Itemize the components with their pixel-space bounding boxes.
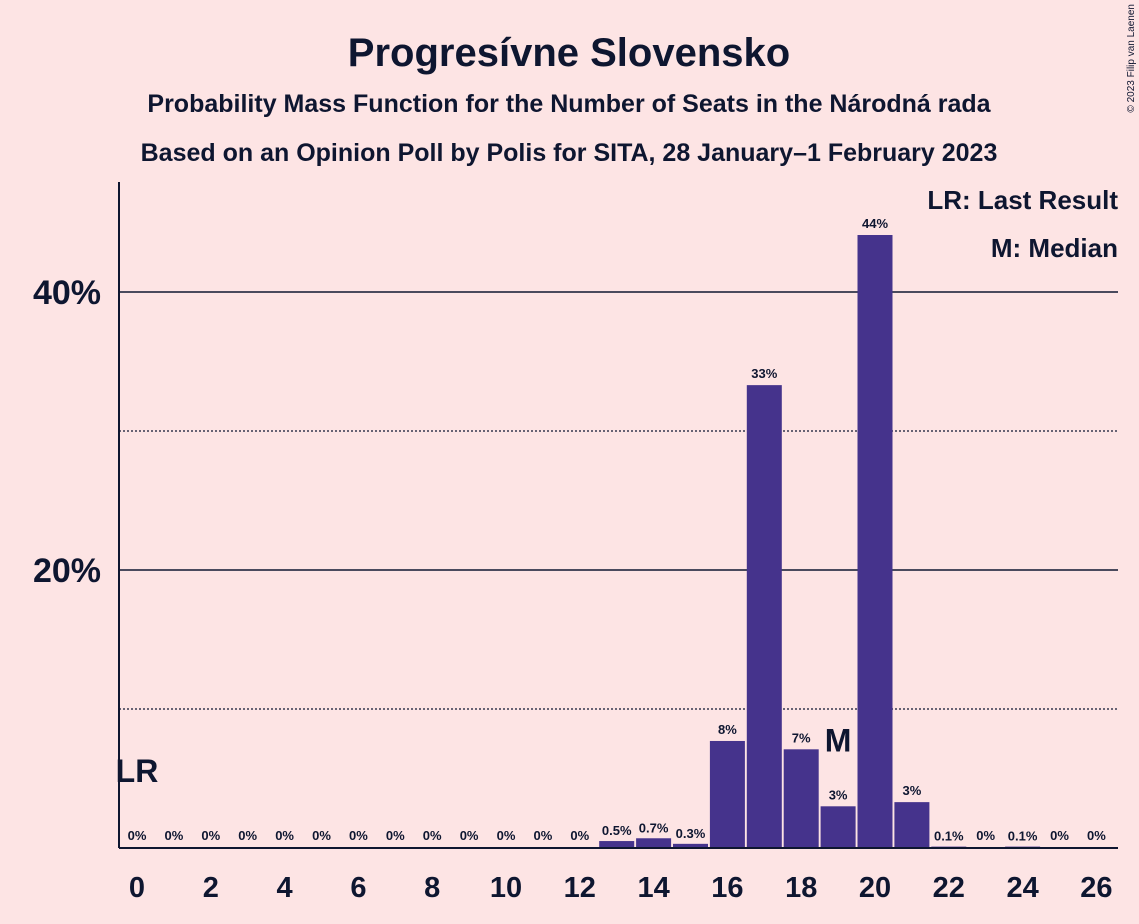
bar-value-label: 0% [128,828,147,843]
bar [894,802,930,848]
x-tick-label: 22 [933,872,965,904]
bar-value-label-halo: 0% [201,828,220,843]
chart-subtitle-2: Based on an Opinion Poll by Polis for SI… [141,139,998,167]
x-tick-label: 24 [1006,872,1038,904]
bar-value-label: 0.3% [676,826,706,841]
bar [857,235,893,848]
chart-title: Progresívne Slovensko [348,31,790,75]
legend-last-result: LR: Last Result [927,185,1118,215]
bar [599,841,635,848]
bar-value-label-halo: 0% [386,828,405,843]
bar-value-label: 3% [829,787,848,802]
bar-value-label: 0% [275,828,294,843]
bar-value-label: 44% [862,216,888,231]
bar [783,749,819,848]
bar-value-label: 0% [570,828,589,843]
bar-value-label: 0% [1087,828,1106,843]
bar-value-label-halo: 33% [751,366,777,381]
bar-value-label-halo: 3% [829,787,848,802]
bar-value-label-halo: 0.3% [676,826,706,841]
median-marker: M [825,722,852,758]
bar [636,838,672,848]
bar [746,385,782,848]
bar-value-label-halo: 0% [312,828,331,843]
x-tick-label: 0 [129,872,145,904]
bar [709,740,745,848]
bar-value-label: 0% [534,828,553,843]
bar-value-label: 0% [201,828,220,843]
chart-subtitle: Probability Mass Function for the Number… [147,90,991,118]
x-tick-label: 26 [1080,872,1112,904]
x-tick-label: 18 [785,872,817,904]
bar-value-label-halo: 0% [128,828,147,843]
bar-value-label-halo: 8% [718,722,737,737]
markers: LR M [116,722,852,789]
bar [673,843,708,848]
copyright-text: © 2023 Filip van Laenen [1126,4,1137,113]
bar-value-label-halo: 0.5% [602,823,632,838]
axes: 20%40%0 2 4 6 8 10 12 14 16 18 20 22 24 26 [33,182,1118,904]
bar-value-label: 0% [1050,828,1069,843]
bar-value-label-halo: 7% [792,730,811,745]
legend-median: M: Median [991,233,1118,263]
y-tick-label: 20% [33,552,101,590]
x-tick-label: 12 [564,872,596,904]
bar-value-label: 8% [718,722,737,737]
bar-value-label: 33% [751,366,777,381]
last-result-marker: LR [116,753,159,789]
bar-value-label-halo: 0% [423,828,442,843]
bars [599,235,1041,848]
bar-value-label-halo: 44% [862,216,888,231]
bar-value-label-halo: 3% [903,783,922,798]
bar-value-label-halo: 0.1% [1008,829,1038,844]
bar-value-label-halo: 0% [238,828,257,843]
bar-value-label-halo: 0% [976,828,995,843]
bar-value-label: 0% [386,828,405,843]
bar-value-label-halo: 0% [570,828,589,843]
bar-labels: 0%0% 0%0% 0%0% 0%0% 0%0% 0%0% 0%0% 0%0% 0%0% 0%0%… [126,215,1108,846]
bar-value-label: 0.1% [1008,829,1038,844]
bar-value-label: 0% [976,828,995,843]
bar-value-label: 0.7% [639,820,669,835]
bar-value-label-halo: 0% [1050,828,1069,843]
bar [820,806,856,848]
x-tick-label: 14 [637,872,669,904]
gridlines [119,291,1118,710]
bar-value-label-halo: 0% [165,828,184,843]
bar-value-label-halo: 0% [534,828,553,843]
bar-value-label-halo: 0% [497,828,516,843]
bar-value-label-halo: 0% [1087,828,1106,843]
bar-value-label: 0% [497,828,516,843]
x-tick-label: 10 [490,872,522,904]
bar-value-label: 0% [165,828,184,843]
bar-value-label: 0% [238,828,257,843]
x-tick-label: 20 [859,872,891,904]
x-tick-label: 6 [350,872,366,904]
bar-value-label-halo: 0.1% [934,829,964,844]
bar-value-label: 3% [903,783,922,798]
bar-value-label: 0.5% [602,823,632,838]
bar-value-label-halo: 0% [460,828,479,843]
x-tick-label: 4 [277,872,293,904]
bar-value-label: 0% [423,828,442,843]
bar-value-label: 0% [349,828,368,843]
bar-value-label-halo: 0% [275,828,294,843]
bar-value-label: 7% [792,730,811,745]
bar-value-label: 0.1% [934,829,964,844]
x-tick-label: 2 [203,872,219,904]
bar-value-label-halo: 0% [349,828,368,843]
x-tick-label: 8 [424,872,440,904]
bar-value-label-halo: 0.7% [639,820,669,835]
x-tick-label: 16 [711,872,743,904]
y-tick-label: 40% [33,274,101,312]
bar-value-label: 0% [312,828,331,843]
bar-value-label: 0% [460,828,479,843]
